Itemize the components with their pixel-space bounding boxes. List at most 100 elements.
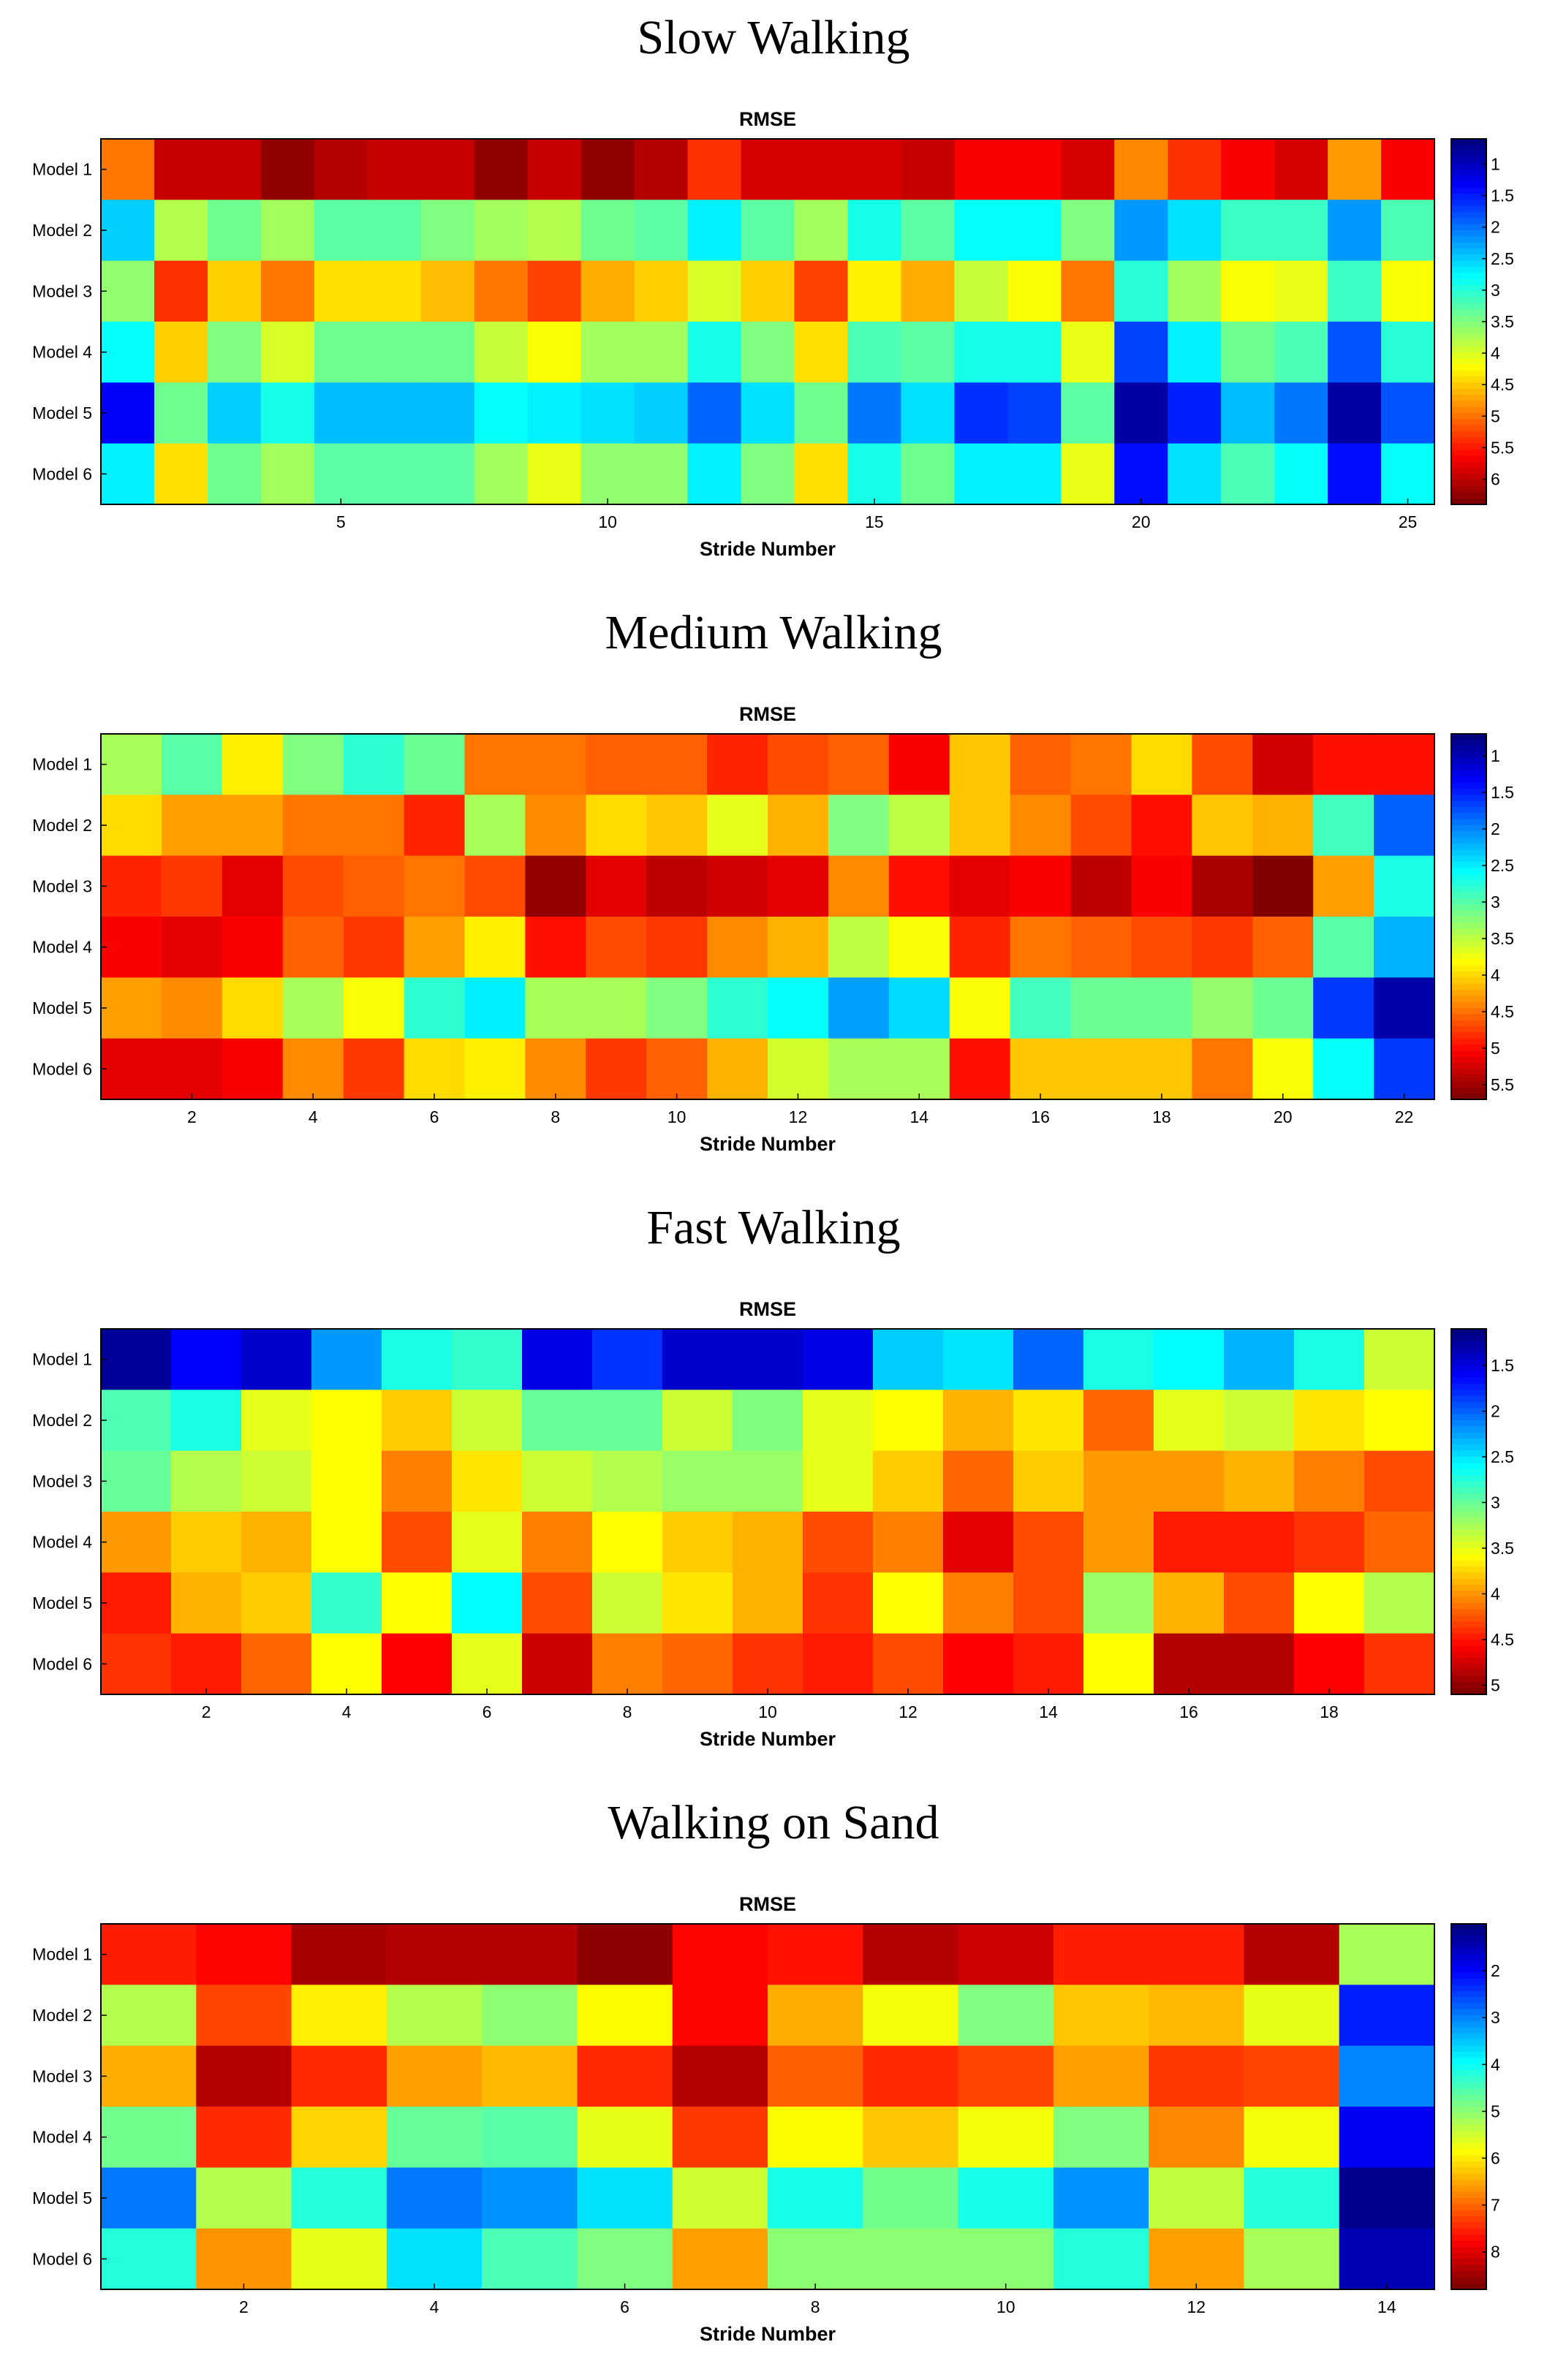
heatmap-cell xyxy=(592,1450,663,1512)
heatmap-cell xyxy=(592,1633,663,1695)
x-tick-label: 22 xyxy=(1395,1107,1414,1126)
heatmap-cell xyxy=(1010,977,1072,1039)
colorbar-band xyxy=(1451,2167,1486,2175)
colorbar-band xyxy=(1451,2204,1486,2211)
colorbar-band xyxy=(1451,376,1486,383)
heatmap-cell xyxy=(241,1572,312,1634)
heatmap-cell xyxy=(386,2045,483,2107)
colorbar-band xyxy=(1451,1603,1486,1610)
heatmap-cell xyxy=(958,2045,1054,2107)
heatmap-cell xyxy=(386,1924,483,1985)
heatmap-cell xyxy=(1192,795,1253,857)
colorbar-band xyxy=(1451,1682,1486,1689)
heatmap-cell xyxy=(592,1512,663,1573)
colorbar-band xyxy=(1451,2277,1486,2284)
heatmap-cell xyxy=(527,139,582,200)
heatmap-cell xyxy=(577,1924,673,1985)
colorbar-tick-label: 6 xyxy=(1491,2149,1500,2168)
colorbar-band xyxy=(1451,358,1486,365)
heatmap-cell xyxy=(873,1390,944,1452)
panel-title: Fast Walking xyxy=(646,1201,901,1254)
colorbar-band xyxy=(1451,468,1486,474)
colorbar-tick-label: 2.5 xyxy=(1491,856,1514,875)
colorbar-band xyxy=(1451,2235,1486,2241)
heatmap-cell xyxy=(863,2107,959,2168)
colorbar-band xyxy=(1451,1578,1486,1585)
heatmap-cell xyxy=(634,322,689,383)
colorbar-band xyxy=(1451,187,1486,194)
heatmap-cell xyxy=(101,855,162,917)
colorbar-band xyxy=(1451,953,1486,960)
heatmap-cell xyxy=(687,200,742,262)
colorbar-band xyxy=(1451,1481,1486,1488)
x-axis-label: Stride Number xyxy=(700,538,836,560)
y-tick-label: Model 2 xyxy=(32,2006,92,2025)
heatmap-cell xyxy=(888,795,950,857)
heatmap-cell xyxy=(803,1512,874,1573)
heatmap-cell xyxy=(367,260,422,322)
heatmap-cell xyxy=(525,1038,586,1100)
heatmap-cell xyxy=(646,977,708,1039)
colorbar-tick-label: 5.5 xyxy=(1491,1075,1514,1094)
heatmap-cell xyxy=(101,1038,162,1100)
heatmap-cell xyxy=(1168,139,1222,200)
colorbar-band xyxy=(1451,2027,1486,2034)
colorbar-band xyxy=(1451,746,1486,753)
heatmap-cell xyxy=(241,1512,312,1573)
colorbar-band xyxy=(1451,1426,1486,1433)
colorbar-tick-label: 1.5 xyxy=(1491,783,1514,802)
heatmap-cell xyxy=(1294,1450,1365,1512)
heatmap-cell xyxy=(1381,322,1435,383)
y-tick-label: Model 6 xyxy=(32,1059,92,1078)
y-tick-label: Model 1 xyxy=(32,1350,92,1369)
heatmap-cell xyxy=(260,139,315,200)
colorbar-band xyxy=(1451,965,1486,972)
heatmap-cell xyxy=(954,200,1008,262)
heatmap-cell xyxy=(171,1633,242,1695)
heatmap-cell xyxy=(741,200,795,262)
y-tick-label: Model 4 xyxy=(32,1533,92,1552)
colorbar-band xyxy=(1451,340,1486,346)
heatmap-cell xyxy=(1274,139,1328,200)
y-tick-label: Model 3 xyxy=(32,281,92,300)
colorbar-tick-label: 2 xyxy=(1491,1961,1500,1980)
heatmap-cell xyxy=(404,977,466,1039)
y-tick-label: Model 4 xyxy=(32,2128,92,2147)
y-tick-label: Model 2 xyxy=(32,221,92,240)
heatmap-cell xyxy=(260,443,315,505)
heatmap-cell xyxy=(1131,977,1192,1039)
colorbar-band xyxy=(1451,230,1486,237)
x-tick-label: 10 xyxy=(598,512,617,531)
heatmap-cell xyxy=(241,1329,312,1390)
colorbar-band xyxy=(1451,990,1486,996)
heatmap-cell xyxy=(452,1329,523,1390)
heatmap-cell xyxy=(291,1985,387,2047)
heatmap-cell xyxy=(382,1512,453,1573)
colorbar-tick-label: 4 xyxy=(1491,1585,1500,1604)
heatmap-cell xyxy=(707,1038,768,1100)
colorbar-tick-label: 4 xyxy=(1491,344,1500,363)
colorbar-band xyxy=(1451,1554,1486,1561)
colorbar-band xyxy=(1451,267,1486,273)
heatmap-cell xyxy=(954,322,1008,383)
colorbar-band xyxy=(1451,1930,1486,1937)
heatmap-cell xyxy=(311,1633,382,1695)
heatmap-cell xyxy=(241,1633,312,1695)
colorbar-band xyxy=(1451,2283,1486,2290)
heatmap-cell xyxy=(386,2107,483,2168)
colorbar-band xyxy=(1451,1609,1486,1616)
colorbar-band xyxy=(1451,983,1486,990)
heatmap-cell xyxy=(634,443,689,505)
colorbar-band xyxy=(1451,873,1486,881)
colorbar-band xyxy=(1451,1408,1486,1415)
colorbar-band xyxy=(1451,315,1486,322)
heatmap-cell xyxy=(1013,1329,1084,1390)
x-tick-label: 8 xyxy=(623,1702,632,1721)
colorbar-band xyxy=(1451,1670,1486,1677)
heatmap-cell xyxy=(343,977,405,1039)
colorbar-band xyxy=(1451,1377,1486,1384)
heatmap-cell xyxy=(1328,200,1382,262)
heatmap-cell xyxy=(386,2228,483,2290)
colorbar-band xyxy=(1451,1347,1486,1354)
colorbar-band xyxy=(1451,2118,1486,2126)
